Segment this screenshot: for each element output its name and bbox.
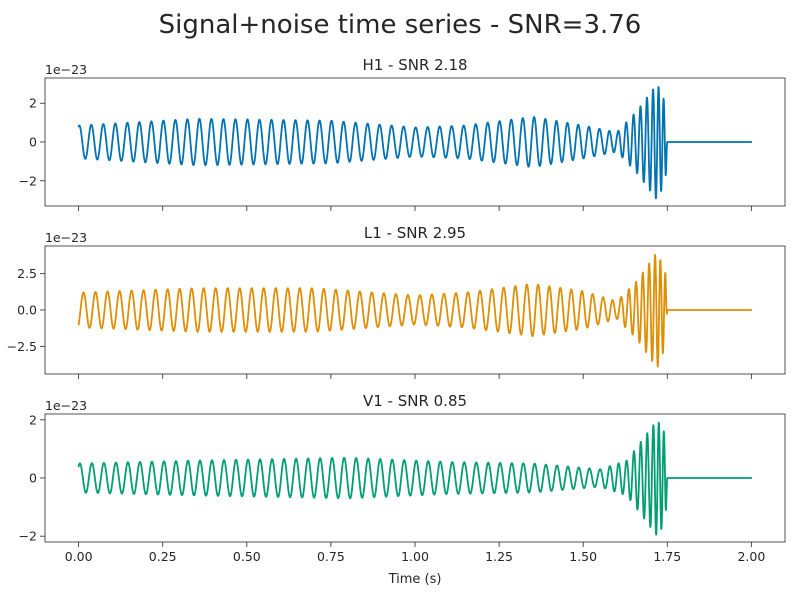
panel-l1: L1 - SNR 2.95 1e−23 −2.5 0.0 2.5 bbox=[7, 224, 786, 379]
figure-title: Signal+noise time series - SNR=3.76 bbox=[159, 10, 642, 40]
x-tick-label: 1.75 bbox=[653, 549, 681, 564]
x-tick-label: 0.50 bbox=[233, 549, 261, 564]
x-tick-label: 0.00 bbox=[65, 549, 93, 564]
y-tick-label-v1: 2 bbox=[29, 412, 37, 427]
axes-frame-l1 bbox=[44, 245, 786, 375]
ticks-v1: −2 0 2 0.00 0.25 0.50 0.75 1.00 1.25 1.50 1.75 2.00 bbox=[19, 412, 766, 564]
panel-title-v1: V1 - SNR 0.85 bbox=[363, 392, 467, 410]
series-line-v1 bbox=[77, 421, 753, 536]
y-tick-label-h1: 2 bbox=[29, 96, 37, 111]
y-tick-label-h1: 0 bbox=[29, 135, 37, 150]
y-tick-label-h1: −2 bbox=[19, 173, 37, 188]
axes-frame-h1 bbox=[44, 77, 786, 207]
y-tick-label-l1: 0.0 bbox=[17, 303, 37, 318]
panel-title-h1: H1 - SNR 2.18 bbox=[362, 56, 467, 74]
x-tick-label: 0.25 bbox=[149, 549, 177, 564]
offset-label-l1: 1e−23 bbox=[45, 230, 87, 245]
x-tick-label: 1.25 bbox=[485, 549, 513, 564]
panel-title-l1: L1 - SNR 2.95 bbox=[364, 224, 466, 242]
x-tick-label: 1.00 bbox=[401, 549, 429, 564]
series-line-h1 bbox=[77, 86, 753, 200]
x-tick-label: 1.50 bbox=[569, 549, 597, 564]
axes-frame-v1 bbox=[44, 413, 786, 543]
ticks-h1: −2 0 2 bbox=[19, 96, 752, 211]
series-line-l1 bbox=[77, 254, 753, 368]
x-tick-label: 2.00 bbox=[737, 549, 765, 564]
offset-label-v1: 1e−23 bbox=[45, 398, 87, 413]
y-tick-label-v1: −2 bbox=[19, 529, 37, 544]
y-tick-label-l1: 2.5 bbox=[17, 266, 37, 281]
x-tick-label: 0.75 bbox=[317, 549, 345, 564]
ticks-l1: −2.5 0.0 2.5 bbox=[7, 266, 752, 379]
y-tick-label-l1: −2.5 bbox=[7, 339, 37, 354]
y-tick-label-v1: 0 bbox=[29, 471, 37, 486]
panel-v1: V1 - SNR 0.85 1e−23 −2 0 2 0.00 0.25 0.50 0.75… bbox=[19, 392, 786, 564]
offset-label-h1: 1e−23 bbox=[45, 62, 87, 77]
x-axis-label: Time (s) bbox=[388, 572, 442, 587]
panel-h1: H1 - SNR 2.18 1e−23 −2 0 2 bbox=[19, 56, 786, 211]
